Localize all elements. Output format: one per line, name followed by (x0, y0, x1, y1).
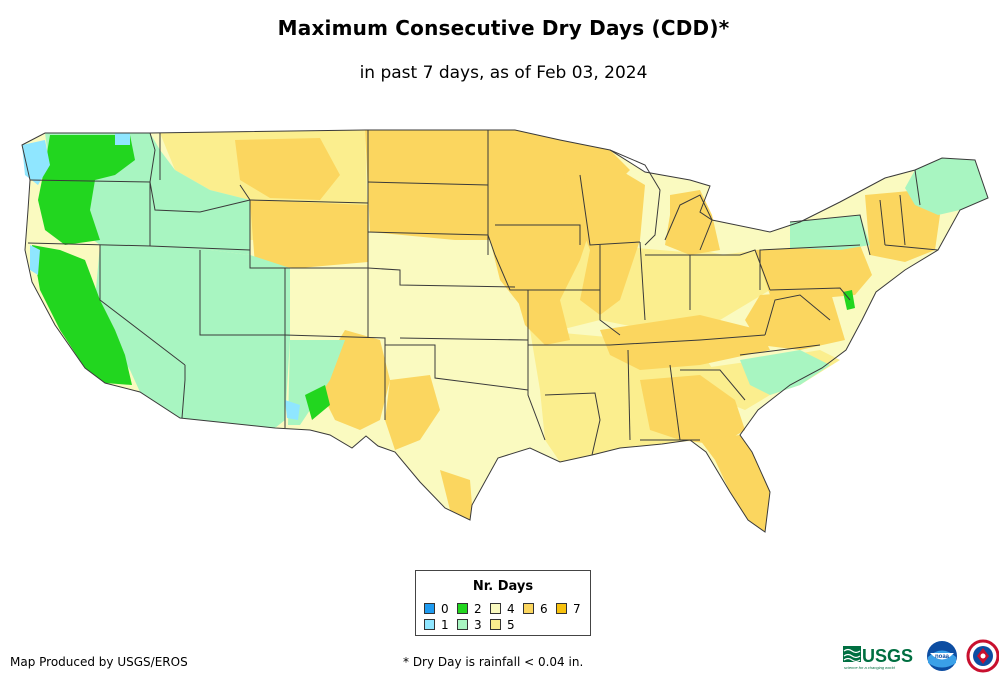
usgs-logo: USGS science for a changing world (843, 646, 913, 670)
region-3day-great-basin (95, 245, 290, 428)
region-6day-new-england (865, 190, 940, 262)
legend-swatch (457, 619, 468, 630)
state-boundaries (21, 129, 989, 533)
region-6day-florida (700, 435, 770, 532)
legend-label: 1 (441, 618, 449, 632)
region-3day-new-mexico (288, 340, 345, 425)
region-1day-arizona (285, 400, 300, 420)
region-6day-west-texas (385, 375, 440, 450)
region-1day-washington (115, 133, 130, 145)
legend-item-2: 2 (457, 603, 482, 615)
nws-logo (966, 639, 999, 673)
region-3day-new-york (790, 215, 870, 250)
region-6day-arkansas (515, 290, 570, 345)
legend-item-7: 7 (556, 603, 581, 615)
region-6day-alabama-georgia (640, 375, 745, 445)
dry-day-footnote: * Dry Day is rainfall < 0.04 in. (403, 655, 584, 669)
region-6day-tennessee-valley (600, 315, 770, 370)
map-subtitle: in past 7 days, as of Feb 03, 2024 (359, 63, 648, 83)
region-6day-wisconsin-illinois (560, 160, 645, 315)
region-6day-montana-west (235, 138, 340, 200)
region-6day-virginia-carolinas (745, 290, 845, 350)
region-2day-california (32, 245, 132, 385)
region-3day-maine (905, 158, 988, 215)
legend-swatch (523, 603, 534, 614)
region-2day-new-mexico-patch (305, 385, 330, 420)
usgs-tagline: science for a changing world (844, 665, 895, 670)
region-5day-ohio-valley (640, 250, 760, 310)
legend-swatch (490, 603, 501, 614)
legend-title: Nr. Days (472, 579, 534, 594)
region-1day-north-california (30, 245, 40, 275)
noaa-wordmark: noaa (935, 654, 950, 660)
legend-item-5: 5 (490, 619, 515, 631)
legend-label: 5 (507, 618, 515, 632)
legend-label: 2 (474, 602, 482, 616)
region-2day-cascades (38, 135, 135, 245)
legend-label: 0 (441, 602, 449, 616)
legend-swatch (424, 619, 435, 630)
legend-item-0: 0 (424, 603, 449, 615)
map-title: Maximum Consecutive Dry Days (CDD)* (277, 16, 730, 40)
legend-item-6: 6 (523, 603, 548, 615)
legend-label: 3 (474, 618, 482, 632)
legend-label: 6 (540, 602, 548, 616)
us-map (21, 129, 989, 533)
producer-credit: Map Produced by USGS/EROS (10, 655, 188, 669)
legend-item-1: 1 (424, 619, 449, 631)
noaa-logo: noaa (927, 641, 957, 671)
agency-logos: USGS science for a changing world noaa (843, 639, 999, 673)
legend-swatch (490, 619, 501, 630)
legend-swatch (556, 603, 567, 614)
usgs-wordmark: USGS (862, 646, 913, 666)
legend: Nr. Days 0 1 2 3 4 5 6 7 (415, 570, 591, 636)
region-6day-mid-atlantic (755, 245, 872, 300)
legend-swatch (457, 603, 468, 614)
region-3day-north-carolina (740, 350, 830, 395)
legend-item-3: 3 (457, 619, 482, 631)
legend-label: 7 (573, 602, 581, 616)
region-6day-texas-coast (440, 470, 472, 520)
region-6day-wyoming (250, 200, 368, 268)
legend-swatch (424, 603, 435, 614)
region-6day-michigan (665, 190, 720, 255)
legend-item-4: 4 (490, 603, 515, 615)
legend-label: 4 (507, 602, 515, 616)
